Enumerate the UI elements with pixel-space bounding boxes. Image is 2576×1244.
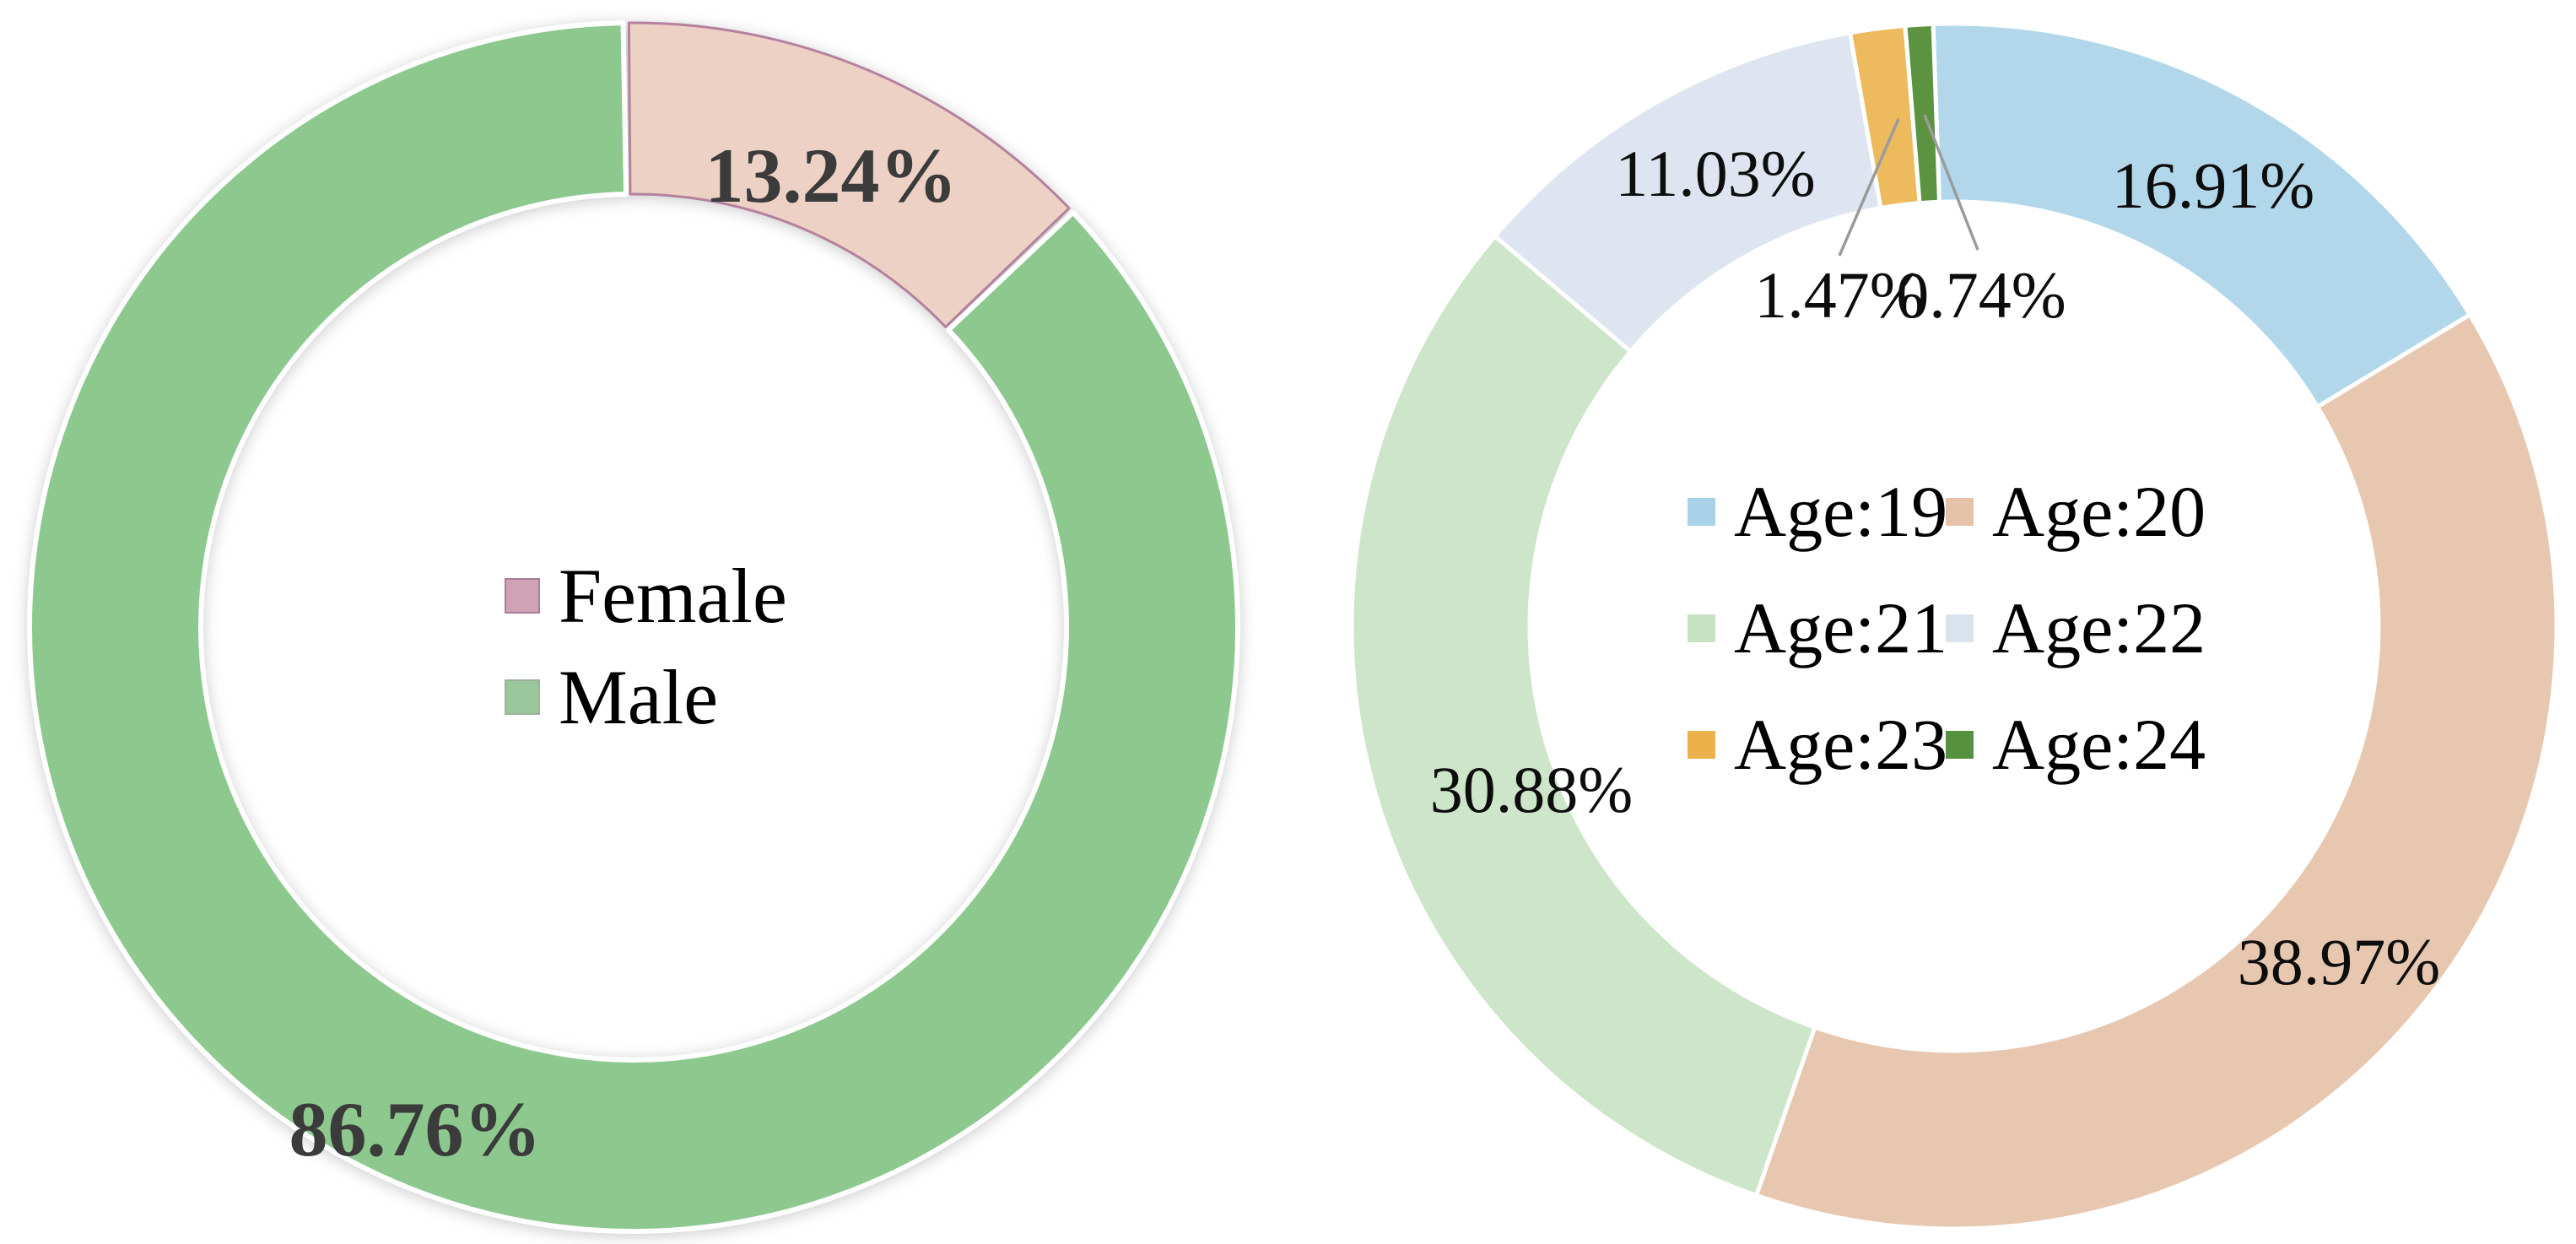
legend-item-age22: Age:22 — [1946, 587, 2206, 668]
slice-Age:21 — [1349, 234, 1817, 1198]
age23-swatch-icon — [1688, 730, 1715, 759]
female-swatch-icon — [505, 578, 540, 614]
pct-label-female: 13.24% — [705, 133, 958, 219]
slice-Age:24 — [1903, 21, 1941, 206]
age22-swatch-icon — [1946, 614, 1974, 642]
age-legend: Age:19 Age:20 Age:21 Age:22 Age:23 Age:2… — [1688, 471, 2206, 785]
pct-label-age21: 30.88% — [1429, 753, 1634, 826]
legend-label-age24: Age:24 — [1992, 704, 2206, 785]
legend-item-age24: Age:24 — [1946, 704, 2206, 785]
legend-label-female: Female — [559, 553, 787, 639]
pct-label-age20: 38.97% — [2237, 925, 2441, 998]
legend-label-age23: Age:23 — [1734, 704, 1948, 785]
legend-label-age19: Age:19 — [1734, 471, 1948, 552]
pct-label-age22: 11.03% — [1615, 137, 1816, 210]
age-distribution-donut — [1349, 21, 2559, 1231]
gender-distribution-donut — [27, 20, 1240, 1234]
slice-Age:20 — [1754, 312, 2559, 1231]
legend-item-female: Female — [505, 553, 787, 639]
pct-label-male: 86.76% — [289, 1086, 542, 1172]
legend-item-male: Male — [505, 654, 787, 740]
leader-line-Age:23 — [1838, 118, 1900, 257]
legend-label-age21: Age:21 — [1734, 587, 1948, 668]
legend-item-age19: Age:19 — [1688, 471, 1948, 552]
slice-Female — [627, 21, 1071, 328]
male-swatch-icon — [505, 679, 540, 715]
slice-Male — [27, 20, 1240, 1234]
age19-swatch-icon — [1688, 497, 1715, 526]
age20-swatch-icon — [1946, 497, 1974, 526]
legend-item-age21: Age:21 — [1688, 587, 1948, 668]
legend-item-age23: Age:23 — [1688, 704, 1948, 785]
age21-swatch-icon — [1688, 614, 1715, 642]
gender-legend: Female Male — [505, 553, 787, 740]
legend-label-male: Male — [559, 654, 719, 740]
pct-label-age24: 0.74% — [1896, 258, 2066, 332]
legend-item-age20: Age:20 — [1946, 471, 2206, 552]
leader-line-Age:24 — [1923, 114, 1979, 251]
legend-label-age22: Age:22 — [1992, 587, 2206, 668]
legend-label-age20: Age:20 — [1992, 471, 2206, 552]
slice-Age:19 — [1931, 21, 2472, 409]
pct-label-age19: 16.91% — [2111, 149, 2315, 222]
age24-swatch-icon — [1946, 730, 1974, 759]
pct-label-age23: 1.47% — [1754, 258, 1925, 332]
